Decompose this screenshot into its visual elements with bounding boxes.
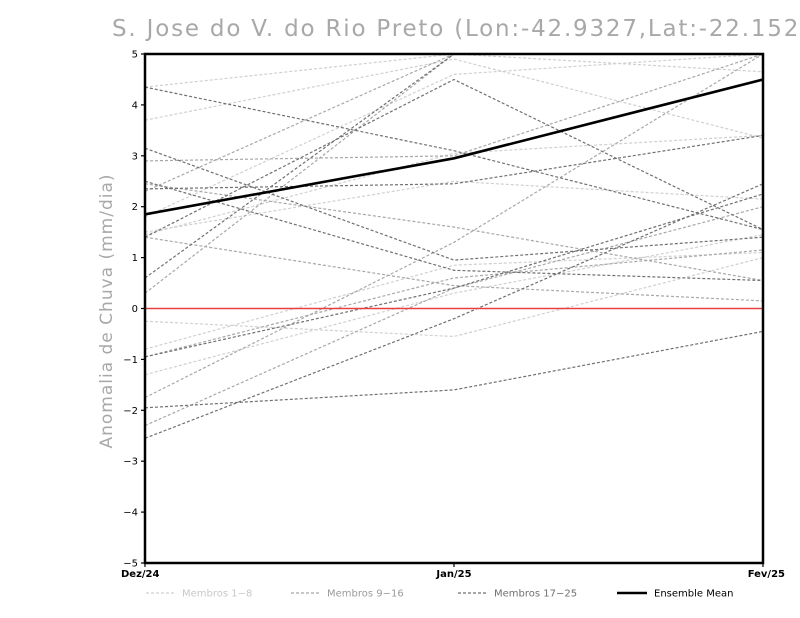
- x-tick-label: Dez/24: [121, 569, 160, 580]
- y-tick-label: −1: [123, 355, 138, 366]
- member-line-g1-5: [145, 257, 763, 338]
- legend-label: Membros 17−25: [494, 589, 577, 600]
- member-line-g3-3: [145, 134, 763, 190]
- member-line-g2-7: [145, 183, 763, 282]
- y-tick-label: 1: [132, 253, 138, 264]
- member-line-g2-4: [145, 54, 763, 399]
- member-line-g2-1: [145, 54, 763, 162]
- x-tick-label: Jan/25: [435, 569, 471, 580]
- member-line-g1-1: [145, 54, 763, 88]
- ensemble-mean: [145, 78, 763, 216]
- y-tick-label: 4: [132, 100, 138, 111]
- y-tick-label: −4: [123, 508, 138, 519]
- member-line-g3-6: [145, 183, 763, 439]
- legend-label: Membros 1−8: [182, 589, 252, 600]
- member-line-g3-8: [145, 78, 763, 238]
- y-axis-ticks: 5 4 3 2 1 0 −1 −2 −3 −4 −5: [123, 50, 145, 570]
- y-tick-label: 0: [132, 304, 138, 315]
- member-line-g2-6: [145, 54, 763, 294]
- member-line-g2-5: [145, 206, 763, 427]
- legend-label: Membros 9−16: [327, 589, 404, 600]
- chart-title: S. Jose do V. do Rio Preto (Lon:-42.9327…: [112, 16, 800, 42]
- member-line-g1-6: [145, 251, 763, 350]
- member-line-g3-4: [145, 180, 763, 282]
- member-line-g1-7: [145, 234, 763, 376]
- member-line-g1-2: [145, 58, 763, 139]
- member-line-g2-8: [145, 249, 763, 358]
- member-line-g2-3: [145, 54, 763, 192]
- member-line-g3-2: [145, 147, 763, 261]
- x-axis-ticks: Dez/24 Jan/25 Fev/25: [121, 563, 785, 580]
- ensemble-members: [145, 54, 763, 439]
- legend-label: Ensemble Mean: [654, 589, 733, 600]
- member-line-g1-3: [145, 54, 763, 218]
- member-line-g3-1: [145, 86, 763, 231]
- y-tick-label: 5: [132, 50, 138, 61]
- x-tick-label: Fev/25: [748, 569, 785, 580]
- y-tick-label: −5: [123, 559, 138, 570]
- member-line-g3-7: [145, 54, 763, 279]
- y-tick-label: 2: [132, 202, 138, 213]
- legend: Membros 1−8 Membros 9−16 Membros 17−25 Ense…: [146, 589, 733, 600]
- y-tick-label: −2: [123, 406, 138, 417]
- member-line-g3-9: [145, 193, 763, 358]
- ensemble-mean-line: [145, 78, 763, 216]
- y-tick-label: −3: [123, 457, 138, 468]
- member-line-g1-8: [145, 134, 763, 236]
- member-line-g2-2: [145, 236, 763, 302]
- y-tick-label: 3: [132, 151, 138, 162]
- member-line-g3-5: [145, 330, 763, 409]
